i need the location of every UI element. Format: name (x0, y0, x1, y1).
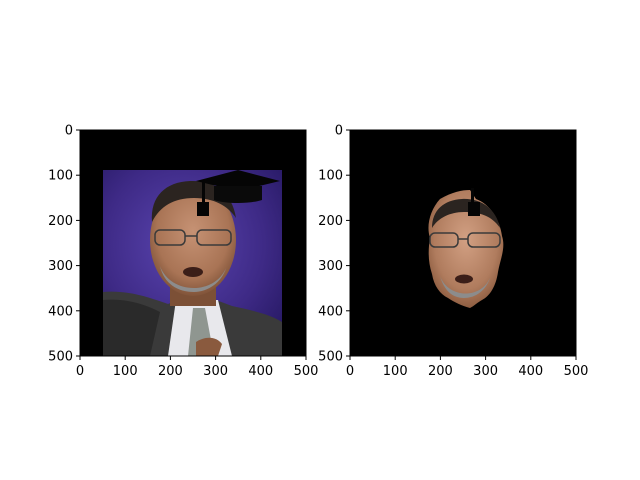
left-ytick-label: 0 (65, 124, 73, 139)
right-ytick-label: 400 (318, 304, 343, 319)
beard (160, 266, 226, 292)
suit-shadow (103, 299, 160, 356)
left-axes-frame (79, 129, 307, 357)
segmented-mouth (455, 274, 473, 284)
segmented-glasses (429, 232, 501, 248)
left-ytick-label: 400 (48, 304, 73, 319)
hand (196, 337, 222, 356)
left-ytick-label: 500 (48, 350, 73, 365)
segmented-beard (440, 276, 490, 298)
left-ytick-label: 200 (48, 214, 73, 229)
graduation-cap (196, 170, 280, 216)
glasses (154, 229, 232, 246)
left-ytick-label: 100 (48, 169, 73, 184)
right-xtick-label: 100 (383, 364, 408, 379)
segmented-hair (432, 198, 500, 228)
face (150, 184, 236, 296)
right-ytick-label: 500 (318, 350, 343, 365)
right-xtick-label: 200 (428, 364, 453, 379)
right-xtick-label: 300 (473, 364, 498, 379)
left-xtick-label: 500 (294, 364, 319, 379)
right-xtick-label: 500 (564, 364, 589, 379)
mouth (183, 267, 203, 277)
left-xtick-label: 300 (203, 364, 228, 379)
left-xtick-label: 0 (76, 364, 84, 379)
right-ytick-label: 0 (335, 124, 343, 139)
right-axes-frame (349, 129, 577, 357)
right-ytick-label: 300 (318, 259, 343, 274)
right-ytick-label: 200 (318, 214, 343, 229)
right-xtick-label: 400 (518, 364, 543, 379)
left-xtick-label: 200 (158, 364, 183, 379)
left-ytick-label: 300 (48, 259, 73, 274)
left-image-panel (80, 130, 306, 356)
left-xtick-label: 400 (248, 364, 273, 379)
right-image-panel (350, 130, 576, 356)
right-xtick-label: 0 (346, 364, 354, 379)
right-ytick-label: 100 (318, 169, 343, 184)
segmented-face (428, 190, 504, 308)
left-xtick-label: 100 (113, 364, 138, 379)
tassel-fragment (468, 188, 480, 216)
